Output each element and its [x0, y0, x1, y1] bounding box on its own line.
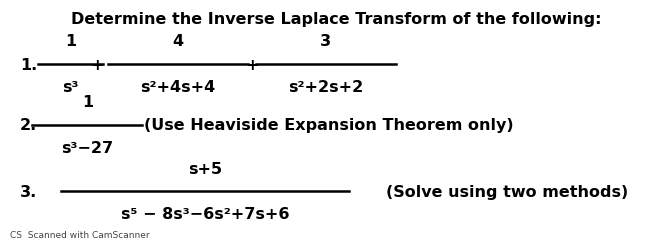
Text: s²+4s+4: s²+4s+4 [140, 80, 216, 95]
Text: 2.: 2. [20, 119, 38, 133]
Text: 1: 1 [82, 95, 93, 110]
Text: s³: s³ [62, 80, 79, 95]
Text: +: + [91, 58, 104, 73]
Text: s³−27: s³−27 [61, 141, 114, 156]
Text: CS  Scanned with CamScanner: CS Scanned with CamScanner [10, 231, 150, 240]
Text: Determine the Inverse Laplace Transform of the following:: Determine the Inverse Laplace Transform … [71, 12, 601, 27]
Text: s⁵ − 8s³−6s²+7s+6: s⁵ − 8s³−6s²+7s+6 [121, 207, 289, 223]
Text: (Use Heaviside Expansion Theorem only): (Use Heaviside Expansion Theorem only) [144, 119, 514, 133]
Text: 1.: 1. [20, 58, 38, 73]
Text: 3: 3 [321, 34, 331, 49]
Text: 4: 4 [173, 34, 183, 49]
Text: s+5: s+5 [188, 162, 222, 177]
Text: 3.: 3. [20, 185, 38, 200]
Text: (Solve using two methods): (Solve using two methods) [386, 185, 628, 200]
Text: +: + [245, 58, 259, 73]
Text: 1: 1 [65, 34, 76, 49]
Text: s²+2s+2: s²+2s+2 [288, 80, 364, 95]
